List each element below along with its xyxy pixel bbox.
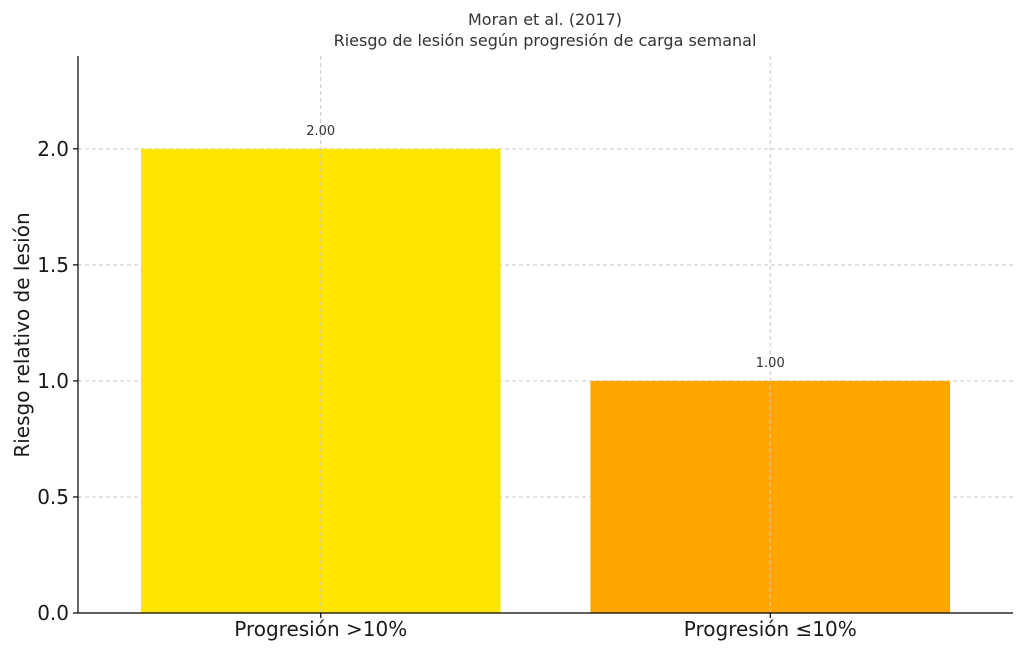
ticks-layer: 0.0 0.5 1.0 1.5 2.0 Progresión >10% Progresión… xyxy=(37,137,857,641)
y-tick-label: 2.0 xyxy=(37,137,69,161)
chart-title: Moran et al. (2017) xyxy=(468,10,622,29)
x-tick-label: Progresión ≤10% xyxy=(684,617,857,641)
x-tick-label: Progresión >10% xyxy=(234,617,407,641)
bars-layer: 2.00 1.00 xyxy=(140,56,951,614)
bar-value-label: 2.00 xyxy=(306,124,335,139)
y-tick-label: 0.0 xyxy=(37,601,69,625)
y-tick-label: 0.5 xyxy=(37,485,69,509)
chart-subtitle: Riesgo de lesión según progresión de car… xyxy=(334,31,757,50)
y-tick-label: 1.0 xyxy=(37,369,69,393)
y-tick-label: 1.5 xyxy=(37,253,69,277)
y-axis-label: Riesgo relativo de lesión xyxy=(10,212,34,457)
bar-value-label: 1.00 xyxy=(756,356,785,371)
